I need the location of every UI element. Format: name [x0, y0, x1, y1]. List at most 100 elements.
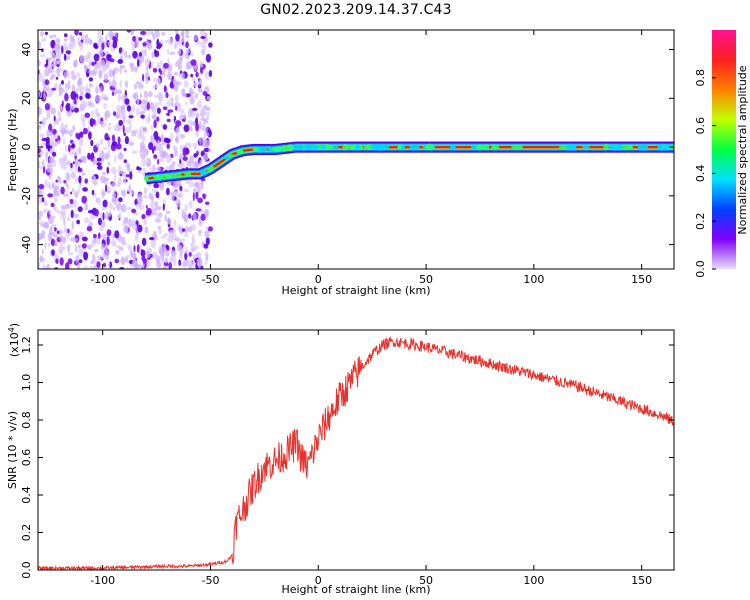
spectrogram-noise-speck: [64, 33, 68, 38]
spectrogram-noise-speck: [50, 238, 56, 246]
spectrogram-noise-speck: [113, 199, 117, 206]
snr-x-tick-label: 100: [523, 574, 544, 587]
spectrogram-noise-speck: [178, 245, 183, 251]
spectrogram-noise-speck: [119, 246, 124, 251]
spectrogram-noise-speck: [177, 62, 182, 71]
spectrogram-noise-speck: [57, 110, 62, 119]
spectrogram-noise-speck: [55, 258, 59, 264]
spectrogram-noise-speck: [175, 120, 182, 127]
spectrogram-noise-speck: [111, 238, 115, 247]
snr-frame: [37, 329, 675, 571]
spectrogram-track-blob: [236, 149, 244, 154]
spectrogram-track-blob: [637, 143, 649, 151]
spectrogram-noise-speck: [124, 80, 129, 88]
spectrogram-noise-speck: [111, 134, 116, 142]
spectrogram-noise-speck: [102, 199, 108, 208]
spectrogram-noise-speck: [197, 197, 203, 204]
spectrogram-noise-speck: [129, 249, 133, 257]
spectrogram-track-blob: [143, 176, 149, 182]
spectrogram-noise-speck: [47, 234, 50, 242]
spectrogram-noise-speck: [69, 102, 76, 110]
spectrogram-noise-speck: [165, 210, 171, 214]
spectrogram-noise-speck: [135, 107, 140, 116]
spectrogram-noise-speck: [106, 54, 112, 61]
spectrogram-noise-speck: [180, 37, 185, 43]
spectrogram-noise-speck: [59, 104, 62, 110]
spectrogram-x-tick-label: 50: [419, 273, 433, 286]
spectrogram-noise-speck: [168, 262, 172, 269]
spectrogram-noise-speck: [101, 251, 105, 259]
spectrogram-noise-speck: [180, 108, 184, 115]
spectrogram-noise-speck: [129, 171, 133, 180]
spectrogram-noise-speck: [44, 103, 51, 111]
spectrogram-noise-speck: [180, 30, 185, 37]
spectrogram-y-tick-label: -40: [20, 236, 33, 254]
spectrogram-noise-speck: [136, 196, 143, 205]
spectrogram-noise-speck: [44, 157, 48, 163]
spectrogram-noise-speck: [114, 241, 117, 246]
spectrogram-noise-speck: [83, 155, 87, 164]
spectrogram-noise-speck: [154, 207, 157, 213]
spectrogram-noise-speck: [142, 73, 145, 82]
spectrogram-noise-speck: [196, 257, 203, 267]
spectrogram-noise-speck: [122, 175, 127, 185]
spectrogram-noise-speck: [53, 195, 58, 203]
spectrogram-x-tick-label: -50: [201, 273, 219, 286]
spectrogram-noise-speck: [118, 234, 124, 244]
spectrogram-noise-speck: [42, 266, 46, 269]
spectrogram-noise-speck: [42, 86, 48, 92]
spectrogram-noise-speck: [170, 97, 174, 102]
snr-x-axis-title: Height of straight line (km): [281, 583, 430, 596]
spectrogram-noise-speck: [47, 62, 52, 68]
spectrogram-noise-speck: [79, 95, 83, 101]
spectrogram-noise-speck: [47, 181, 51, 189]
spectrogram-noise-speck: [79, 55, 85, 63]
spectrogram-noise-speck: [110, 166, 117, 175]
spectrogram-noise-speck: [108, 122, 111, 126]
spectrogram-track-blob: [363, 145, 370, 149]
spectrogram-noise-speck: [39, 133, 45, 138]
spectrogram-noise-speck: [61, 100, 64, 108]
spectrogram-noise-speck: [198, 79, 201, 86]
spectrogram-noise-speck: [125, 225, 128, 235]
spectrogram-noise-speck: [73, 99, 77, 105]
spectrogram-noise-speck: [70, 172, 76, 180]
spectrogram-noise-speck: [66, 110, 72, 117]
colorbar-scale: [712, 30, 736, 269]
spectrogram-noise-speck: [81, 243, 87, 249]
spectrogram-noise-speck: [50, 91, 54, 96]
spectrogram-noise-speck: [73, 107, 79, 113]
spectrogram-noise-speck: [112, 75, 116, 82]
spectrogram-track-blob: [162, 174, 174, 178]
spectrogram-noise-speck: [160, 234, 167, 239]
spectrogram-noise-speck: [112, 40, 118, 49]
spectrogram-noise-speck: [133, 245, 136, 253]
spectrogram-noise-speck: [165, 244, 169, 249]
spectrogram-noise-speck: [88, 68, 91, 75]
spectrogram-noise-speck: [114, 32, 118, 38]
spectrogram-noise-speck: [151, 114, 157, 120]
spectrogram-noise-speck: [65, 55, 71, 61]
spectrogram-noise-speck: [192, 253, 198, 257]
spectrogram-noise-speck: [50, 215, 56, 220]
spectrogram-noise-speck: [136, 167, 142, 171]
snr-x-tick-label: -50: [201, 574, 219, 587]
spectrogram-noise-speck: [188, 213, 192, 219]
spectrogram-noise-speck: [86, 39, 89, 46]
spectrogram-noise-speck: [53, 233, 59, 238]
spectrogram-noise-speck: [91, 239, 95, 248]
spectrogram-noise-speck: [63, 180, 67, 184]
spectrogram-noise-speck: [55, 38, 60, 43]
colorbar-tick-label: 0.0: [694, 260, 707, 278]
spectrogram-noise-speck: [49, 35, 53, 39]
spectrogram-noise-speck: [115, 143, 122, 150]
spectrogram-track-blob: [449, 144, 456, 151]
spectrogram-noise-speck: [93, 233, 97, 239]
spectrogram-noise-speck: [184, 226, 189, 233]
page-title: GN02.2023.209.14.37.C43: [260, 2, 452, 18]
spectrogram-noise-speck: [95, 85, 99, 95]
spectrogram-noise-speck: [64, 144, 68, 152]
spectrogram-noise-speck: [44, 179, 48, 188]
spectrogram-noise-speck: [173, 257, 177, 267]
spectrogram-noise-speck: [175, 106, 178, 111]
